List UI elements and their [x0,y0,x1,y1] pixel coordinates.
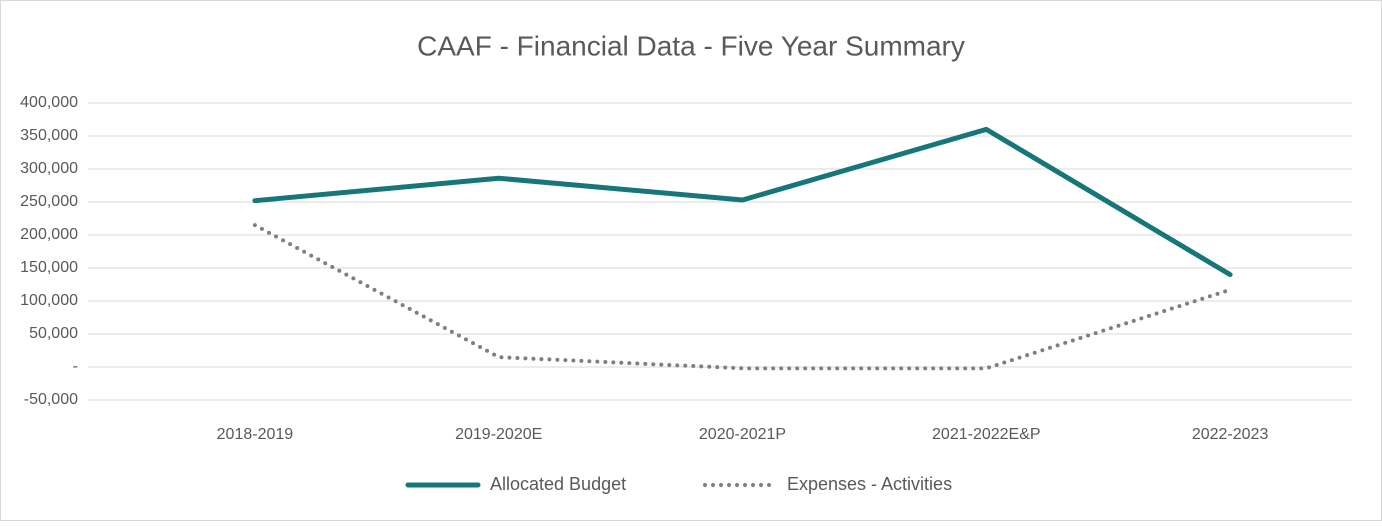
x-tick-label: 2022-2023 [1192,426,1269,443]
y-tick-label: 250,000 [20,193,78,210]
y-tick-label: 50,000 [29,325,78,342]
x-tick-label: 2020-2021P [699,426,786,443]
legend-label: Allocated Budget [490,474,626,494]
y-tick-label: 200,000 [20,226,78,243]
y-tick-label: 400,000 [20,94,78,111]
series-line [252,126,1233,278]
legend-label: Expenses - Activities [787,474,952,494]
y-tick-label: -50,000 [24,391,78,408]
series-line [252,223,1233,371]
x-tick-label: 2019-2020E [455,426,542,443]
y-tick-label: 100,000 [20,292,78,309]
y-tick-label: 300,000 [20,160,78,177]
y-tick-label: 350,000 [20,127,78,144]
chart-title: CAAF - Financial Data - Five Year Summar… [417,30,965,61]
x-tick-label: 2021-2022E&P [932,426,1041,443]
x-tick-label: 2018-2019 [217,426,294,443]
y-tick-label: 150,000 [20,259,78,276]
y-tick-label: - [73,358,78,375]
